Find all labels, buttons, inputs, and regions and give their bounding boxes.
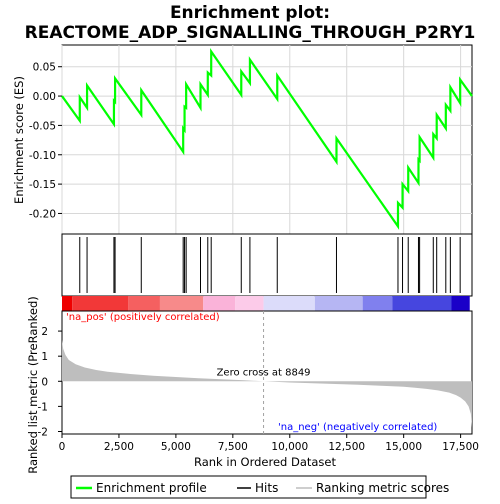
es-y-tick-label: -0.15 — [29, 179, 56, 191]
color-bar-segment — [72, 296, 129, 311]
x-tick-label: 7,500 — [218, 441, 248, 453]
es-y-axis: 0.05 0.00 -0.05 -0.10 -0.15 -0.20 — [29, 62, 62, 220]
metric-y-tick-label: 1 — [41, 351, 48, 363]
x-tick-label: 2,500 — [104, 441, 134, 453]
positive-correlation-label: 'na_pos' (positively correlated) — [66, 312, 220, 323]
es-panel-frame — [61, 44, 473, 235]
legend-frame — [70, 475, 427, 499]
es-y-tick-label: -0.20 — [29, 208, 56, 220]
x-tick-label: 5,000 — [161, 441, 191, 453]
color-bar-segment — [392, 296, 452, 311]
color-bar-segment — [314, 296, 363, 311]
ranking-metric-area — [62, 339, 472, 428]
x-tick-label: 10,000 — [271, 441, 308, 453]
legend-metric-label: Ranking metric scores — [316, 481, 449, 495]
metric-y-tick-label: 0 — [41, 376, 48, 388]
es-y-tick-label: -0.05 — [29, 120, 56, 132]
x-axis-label: Rank in Ordered Dataset — [194, 455, 337, 469]
es-y-tick-label: 0.05 — [33, 62, 56, 74]
legend-enrichment-label: Enrichment profile — [96, 481, 207, 495]
color-bar-segment — [203, 296, 236, 311]
chart-title-line2: REACTOME_ADP_SIGNALLING_THROUGH_P2RY1 — [25, 23, 476, 43]
metric-y-axis: 2 1 0 -1 -2 — [38, 326, 62, 438]
hits-panel — [61, 233, 473, 297]
es-panel: 0.05 0.00 -0.05 -0.10 -0.15 -0.20 Enrichment … — [12, 44, 473, 235]
zero-cross-label: Zero cross at 8849 — [217, 367, 311, 378]
metric-y-axis-label: Ranked list metric (PreRanked) — [26, 296, 40, 474]
metric-y-tick-label: -2 — [38, 426, 48, 438]
es-y-axis-label: Enrichment score (ES) — [12, 76, 26, 204]
legend: Enrichment profile Hits Ranking metric s… — [70, 475, 449, 499]
ranking-color-bar — [62, 296, 470, 311]
color-bar-segment — [128, 296, 160, 311]
negative-correlation-label: 'na_neg' (negatively correlated) — [278, 422, 437, 433]
es-grid — [61, 45, 472, 234]
es-y-tick-label: 0.00 — [33, 91, 56, 103]
metric-panel: 2 1 0 -1 -2 Zero cross at 8849 'na_pos' (pos… — [26, 296, 473, 474]
metric-y-tick-label: -1 — [38, 401, 48, 413]
color-bar-segment — [362, 296, 393, 311]
color-bar-segment — [263, 296, 315, 311]
legend-hits-label: Hits — [255, 481, 278, 495]
x-tick-label: 12,500 — [328, 441, 365, 453]
x-tick-label: 15,000 — [385, 441, 422, 453]
enrichment-profile-line — [61, 47, 473, 230]
metric-y-tick-label: 2 — [41, 326, 48, 338]
es-y-tick-label: -0.10 — [29, 150, 56, 162]
hits-panel-frame — [61, 233, 473, 297]
x-tick-label: 0 — [59, 441, 66, 453]
x-axis: 0 2,500 5,000 7,500 10,000 12,500 15,000 17,500 — [59, 434, 479, 453]
hit-markers — [79, 237, 461, 293]
color-bar-segment — [451, 296, 470, 311]
color-bar-segment — [235, 296, 264, 311]
x-tick-label: 17,500 — [442, 441, 479, 453]
chart-title-line1: Enrichment plot: — [170, 3, 330, 23]
color-bar-segment — [62, 296, 73, 311]
color-bar-segment — [159, 296, 204, 311]
metric-panel-frame — [61, 310, 473, 435]
